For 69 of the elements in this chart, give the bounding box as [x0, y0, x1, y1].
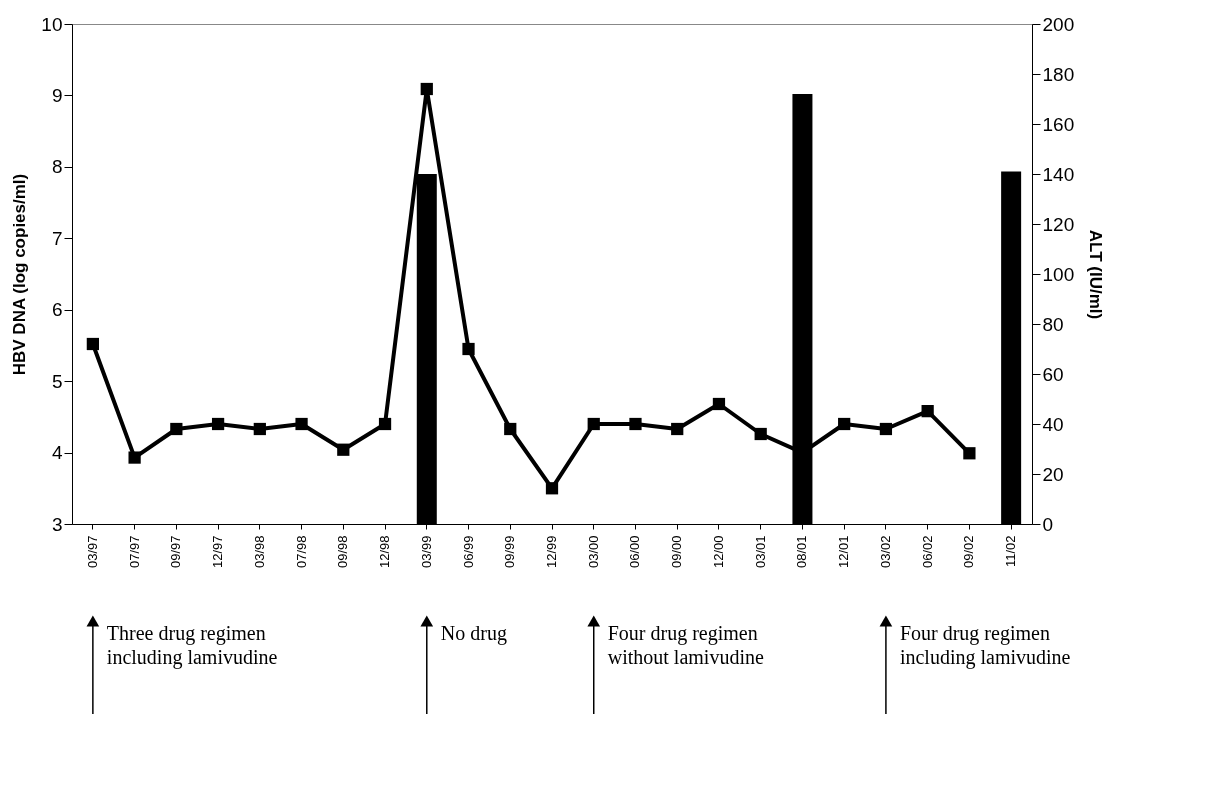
point: [462, 342, 475, 356]
y-tick-label: 5: [51, 370, 63, 392]
point: [295, 417, 308, 431]
point: [754, 427, 767, 441]
x-tick-label: 03/99: [418, 535, 434, 569]
y-tick-label: 10: [41, 13, 63, 35]
y2-tick-label: 160: [1042, 113, 1075, 135]
x-tick-label: 12/98: [377, 535, 393, 569]
y-tick-label: 6: [51, 299, 63, 321]
point: [211, 417, 225, 431]
point: [963, 447, 976, 460]
x-tick-label: 08/01: [794, 535, 810, 569]
y-tick-label: 4: [51, 442, 63, 464]
y-tick-label: 9: [51, 84, 63, 106]
x-tick-label: 03/98: [251, 535, 267, 569]
x-tick-label: 03/00: [585, 535, 601, 569]
y2-tick-label: 120: [1042, 213, 1075, 235]
point: [378, 417, 392, 431]
x-tick-label: 12/99: [544, 535, 559, 569]
point: [504, 422, 517, 436]
x-tick-label: 09/98: [335, 535, 351, 569]
x-tick-label: 09/99: [502, 535, 518, 569]
point: [838, 417, 851, 431]
x-tick-label: 06/00: [627, 535, 643, 569]
x-tick-label: 12/97: [210, 535, 226, 569]
x-tick-label: 12/00: [710, 535, 726, 569]
y2-tick-label: 180: [1042, 63, 1075, 85]
point: [879, 422, 893, 436]
y2-tick-label: 0: [1042, 513, 1054, 535]
x-tick-label: 09/97: [168, 535, 184, 569]
point: [128, 451, 141, 464]
y2-tick-label: 140: [1042, 163, 1075, 185]
x-tick-label: 09/00: [669, 535, 685, 569]
x-tick-label: 09/02: [961, 535, 977, 569]
x-tick-label: 03/01: [752, 535, 768, 569]
point: [337, 443, 350, 456]
x-tick-label: 06/99: [460, 535, 476, 569]
y2-tick-label: 200: [1042, 13, 1075, 35]
x-tick-label: 11/02: [1003, 535, 1019, 568]
text: No drug: [440, 622, 507, 645]
point: [420, 82, 433, 96]
y-tick-label: 7: [51, 227, 63, 249]
point: [253, 422, 266, 436]
point: [712, 397, 726, 411]
y-axis-title: HBV DNA (log copies/ml): [10, 173, 30, 376]
x-tick-label: 06/02: [919, 535, 935, 569]
x-tick-label: 07/98: [293, 535, 309, 569]
x-tick-label: 03/02: [877, 535, 893, 569]
x-tick-label: 03/97: [84, 535, 100, 569]
text: Four drug regimen without lamivudine: [607, 622, 764, 668]
y2-tick-label: 100: [1042, 263, 1075, 285]
point: [921, 405, 934, 418]
y2-axis-title: ALT (IU/ml): [1086, 229, 1106, 320]
point: [629, 417, 642, 431]
point: [671, 422, 684, 436]
point: [170, 422, 183, 436]
point: [86, 337, 99, 351]
x-tick-label: 07/97: [126, 535, 142, 569]
y2-tick-label: 60: [1042, 363, 1064, 385]
point: [545, 482, 559, 495]
x-tick-label: 12/01: [836, 535, 852, 569]
point: [587, 417, 600, 431]
y-tick-label: 8: [51, 156, 63, 178]
y2-tick-label: 80: [1042, 313, 1064, 335]
text: Four drug regimen including lamivudine: [899, 622, 1071, 669]
y-tick-label: 3: [51, 513, 63, 535]
y2-tick-label: 20: [1042, 463, 1064, 485]
text: Three drug regimen including lamivudine: [106, 622, 278, 669]
y2-tick-label: 40: [1042, 413, 1064, 435]
